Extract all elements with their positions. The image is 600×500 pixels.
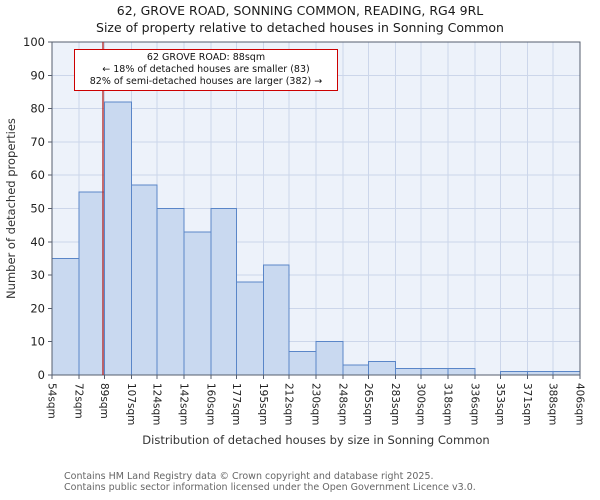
bar	[156, 208, 185, 376]
x-tick-label: 54sqm	[46, 383, 58, 419]
x-tick-label: 406sqm	[574, 383, 586, 425]
x-tick-label: 336sqm	[469, 383, 481, 425]
x-axis-label: Distribution of detached houses by size …	[142, 433, 490, 447]
x-tick-label: 107sqm	[125, 383, 137, 425]
y-axis-label: Number of detached properties	[4, 118, 18, 299]
x-tick-label: 177sqm	[230, 383, 242, 425]
bar	[288, 351, 317, 376]
bar	[420, 367, 449, 376]
x-tick-label: 265sqm	[362, 383, 374, 425]
annotation-larger-stat: 82% of semi-detached houses are larger (…	[89, 76, 323, 87]
bar	[131, 184, 158, 376]
bar	[183, 231, 212, 376]
y-tick-label: 90	[30, 68, 45, 82]
y-tick-label: 50	[30, 202, 45, 216]
x-tick-label: 248sqm	[337, 383, 349, 425]
bar	[236, 281, 264, 376]
bar	[368, 361, 396, 376]
footer: Contains HM Land Registry data © Crown c…	[64, 471, 594, 493]
bar	[78, 191, 105, 376]
x-tick-label: 212sqm	[283, 383, 295, 425]
footer-copyright-line: Contains HM Land Registry data © Crown c…	[64, 471, 434, 482]
y-tick-label: 100	[23, 35, 45, 49]
bar	[395, 367, 422, 376]
y-tick-label: 80	[30, 102, 45, 116]
x-tick-label: 388sqm	[547, 383, 559, 425]
x-tick-label: 318sqm	[442, 383, 454, 425]
y-tick-label: 0	[38, 368, 45, 382]
histogram-chart: 0 10 20 30 40 50 60 70 80 90 100 54sqm 72sqm 89sqm 107…	[23, 35, 586, 425]
x-tick-label: 72sqm	[73, 383, 85, 419]
y-tick-label: 10	[30, 335, 45, 349]
x-tick-label: 195sqm	[257, 383, 269, 425]
x-tick-label: 353sqm	[494, 383, 506, 425]
bar	[447, 367, 476, 376]
x-tick-label: 230sqm	[310, 383, 322, 425]
y-tick-label: 20	[30, 301, 45, 315]
y-tick-label: 70	[30, 135, 45, 149]
bar	[210, 208, 237, 376]
x-tick-label: 89sqm	[98, 383, 110, 419]
y-tick-label: 30	[30, 268, 45, 282]
x-tick-label: 300sqm	[415, 383, 427, 425]
bar	[104, 101, 132, 376]
bar	[51, 257, 80, 376]
y-tick-label: 60	[30, 168, 45, 182]
x-tick-label: 142sqm	[178, 383, 190, 425]
annotation-box: 62 GROVE ROAD: 88sqm ← 18% of detached h…	[74, 49, 338, 91]
footer-licence-line: Contains public sector information licen…	[64, 482, 476, 493]
bar	[263, 264, 290, 376]
bar	[342, 364, 369, 376]
chart-subtitle: Size of property relative to detached ho…	[96, 20, 504, 35]
x-tick-label: 283sqm	[389, 383, 401, 425]
x-tick-label: 124sqm	[151, 383, 163, 425]
bar	[315, 341, 344, 376]
x-tick-label: 371sqm	[521, 383, 533, 425]
y-tick-label: 40	[30, 235, 45, 249]
x-tick-label: 160sqm	[205, 383, 217, 425]
chart-title: 62, GROVE ROAD, SONNING COMMON, READING,…	[116, 3, 484, 18]
annotation-property-size: 62 GROVE ROAD: 88sqm	[146, 52, 266, 63]
annotation-smaller-stat: ← 18% of detached houses are smaller (83…	[102, 64, 310, 75]
